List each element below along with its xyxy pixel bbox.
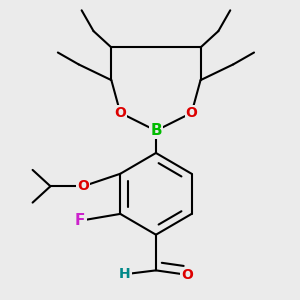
Text: O: O [114,106,126,120]
Text: O: O [77,179,89,193]
Text: H: H [119,267,130,281]
Text: O: O [186,106,197,120]
Text: F: F [75,213,85,228]
Text: O: O [181,268,193,282]
Text: B: B [150,123,162,138]
